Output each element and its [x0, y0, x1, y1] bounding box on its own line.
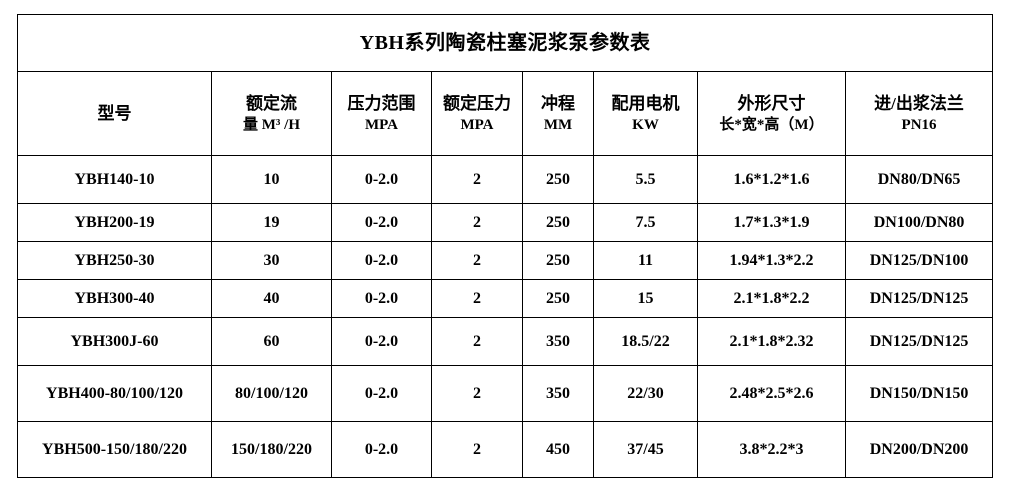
cell-pressure-range: 0-2.0: [331, 279, 432, 318]
cell-rated-pressure: 2: [431, 155, 523, 204]
column-header-dimensions-line1: 外形尺寸: [737, 93, 806, 113]
table-title-row: YBH系列陶瓷柱塞泥浆泵参数表: [16, 14, 994, 72]
cell-stroke: 350: [522, 317, 594, 366]
cell-dimensions: 1.6*1.2*1.6: [697, 155, 846, 204]
cell-flow: 80/100/120: [211, 365, 332, 422]
cell-flange: DN150/DN150: [844, 365, 994, 422]
cell-stroke: 250: [522, 155, 594, 204]
cell-rated-pressure: 2: [431, 279, 523, 318]
table-header-row: 型号 额定流 量 M³ /H 压力范围 MPA 额定压力 MPA: [17, 71, 994, 156]
cell-flow: 150/180/220: [211, 421, 332, 478]
column-header-pressure-range-line1: 压力范围: [347, 93, 416, 113]
table-row: YBH300J-60 60 0-2.0 2 350 18.5/22 2.1*1.…: [17, 317, 994, 366]
column-header-rated-pressure-line2: MPA: [460, 116, 494, 133]
cell-flange: DN200/DN200: [844, 421, 994, 478]
cell-motor: 15: [593, 279, 698, 318]
table-row: YBH300-40 40 0-2.0 2 250 15 2.1*1.8*2.2 …: [17, 279, 994, 318]
column-header-stroke: 冲程 MM: [522, 71, 594, 156]
cell-pressure-range: 0-2.0: [331, 421, 432, 478]
column-header-flange-line2: PN16: [901, 116, 937, 133]
cell-pressure-range: 0-2.0: [331, 365, 432, 422]
column-header-rated-pressure: 额定压力 MPA: [431, 71, 523, 156]
cell-model: YBH500-150/180/220: [17, 421, 212, 478]
column-header-model-line1: 型号: [97, 103, 132, 123]
cell-dimensions: 1.94*1.3*2.2: [697, 241, 846, 280]
cell-flange: DN80/DN65: [844, 155, 994, 204]
column-header-dimensions: 外形尺寸 长*宽*高（M）: [697, 71, 846, 156]
cell-pressure-range: 0-2.0: [331, 155, 432, 204]
cell-dimensions: 1.7*1.3*1.9: [697, 203, 846, 242]
cell-motor: 11: [593, 241, 698, 280]
column-header-pressure-range: 压力范围 MPA: [331, 71, 432, 156]
cell-stroke: 250: [522, 203, 594, 242]
cell-dimensions: 2.1*1.8*2.2: [697, 279, 846, 318]
column-header-pressure-range-line2: MPA: [364, 116, 399, 133]
cell-motor: 37/45: [593, 421, 698, 478]
column-header-motor-line1: 配用电机: [611, 93, 680, 113]
page-title: YBH系列陶瓷柱塞泥浆泵参数表: [16, 14, 994, 72]
cell-flange: DN100/DN80: [844, 203, 994, 242]
cell-model: YBH400-80/100/120: [17, 365, 212, 422]
table-row: YBH400-80/100/120 80/100/120 0-2.0 2 350…: [17, 365, 994, 422]
column-header-flange: 进/出浆法兰 PN16: [844, 71, 994, 156]
cell-rated-pressure: 2: [431, 421, 523, 478]
cell-stroke: 250: [522, 241, 594, 280]
cell-flange: DN125/DN125: [844, 317, 994, 366]
table-row: YBH250-30 30 0-2.0 2 250 11 1.94*1.3*2.2…: [17, 241, 994, 280]
cell-flow: 10: [211, 155, 332, 204]
cell-model: YBH200-19: [17, 203, 212, 242]
cell-motor: 5.5: [593, 155, 698, 204]
cell-flow: 19: [211, 203, 332, 242]
cell-flange: DN125/DN125: [844, 279, 994, 318]
column-header-stroke-line1: 冲程: [541, 93, 575, 113]
spec-table-container: YBH系列陶瓷柱塞泥浆泵参数表 型号 额定流 量 M³ /H 压力范围 MPA: [16, 14, 994, 478]
cell-dimensions: 2.48*2.5*2.6: [697, 365, 846, 422]
cell-motor: 22/30: [593, 365, 698, 422]
cell-rated-pressure: 2: [431, 365, 523, 422]
cell-pressure-range: 0-2.0: [331, 317, 432, 366]
column-header-flow-line2: 量 M³ /H: [243, 116, 300, 133]
cell-model: YBH140-10: [17, 155, 212, 204]
column-header-flow-line1: 额定流: [246, 93, 297, 113]
column-header-rated-pressure-line1: 额定压力: [443, 93, 511, 113]
table-row: YBH500-150/180/220 150/180/220 0-2.0 2 4…: [17, 421, 994, 478]
cell-motor: 18.5/22: [593, 317, 698, 366]
cell-motor: 7.5: [593, 203, 698, 242]
column-header-flange-line1: 进/出浆法兰: [874, 93, 964, 113]
column-header-motor: 配用电机 KW: [593, 71, 698, 156]
cell-rated-pressure: 2: [431, 241, 523, 280]
cell-dimensions: 3.8*2.2*3: [697, 421, 846, 478]
column-header-stroke-line2: MM: [543, 116, 573, 133]
cell-stroke: 350: [522, 365, 594, 422]
cell-model: YBH300-40: [17, 279, 212, 318]
column-header-flow: 额定流 量 M³ /H: [211, 71, 332, 156]
column-header-model: 型号: [17, 71, 212, 156]
cell-pressure-range: 0-2.0: [331, 203, 432, 242]
cell-flange: DN125/DN100: [844, 241, 994, 280]
cell-flow: 40: [211, 279, 332, 318]
column-header-motor-line2: KW: [632, 116, 659, 133]
cell-model: YBH250-30: [17, 241, 212, 280]
table-row: YBH140-10 10 0-2.0 2 250 5.5 1.6*1.2*1.6…: [17, 155, 994, 204]
column-header-dimensions-line2: 长*宽*高（M）: [719, 116, 824, 133]
cell-rated-pressure: 2: [431, 203, 523, 242]
cell-flow: 30: [211, 241, 332, 280]
table-row: YBH200-19 19 0-2.0 2 250 7.5 1.7*1.3*1.9…: [17, 203, 994, 242]
cell-pressure-range: 0-2.0: [331, 241, 432, 280]
cell-stroke: 250: [522, 279, 594, 318]
cell-model: YBH300J-60: [17, 317, 212, 366]
cell-flow: 60: [211, 317, 332, 366]
cell-stroke: 450: [522, 421, 594, 478]
cell-rated-pressure: 2: [431, 317, 523, 366]
pump-specification-table: YBH系列陶瓷柱塞泥浆泵参数表 型号 额定流 量 M³ /H 压力范围 MPA: [16, 14, 994, 478]
cell-dimensions: 2.1*1.8*2.32: [697, 317, 846, 366]
